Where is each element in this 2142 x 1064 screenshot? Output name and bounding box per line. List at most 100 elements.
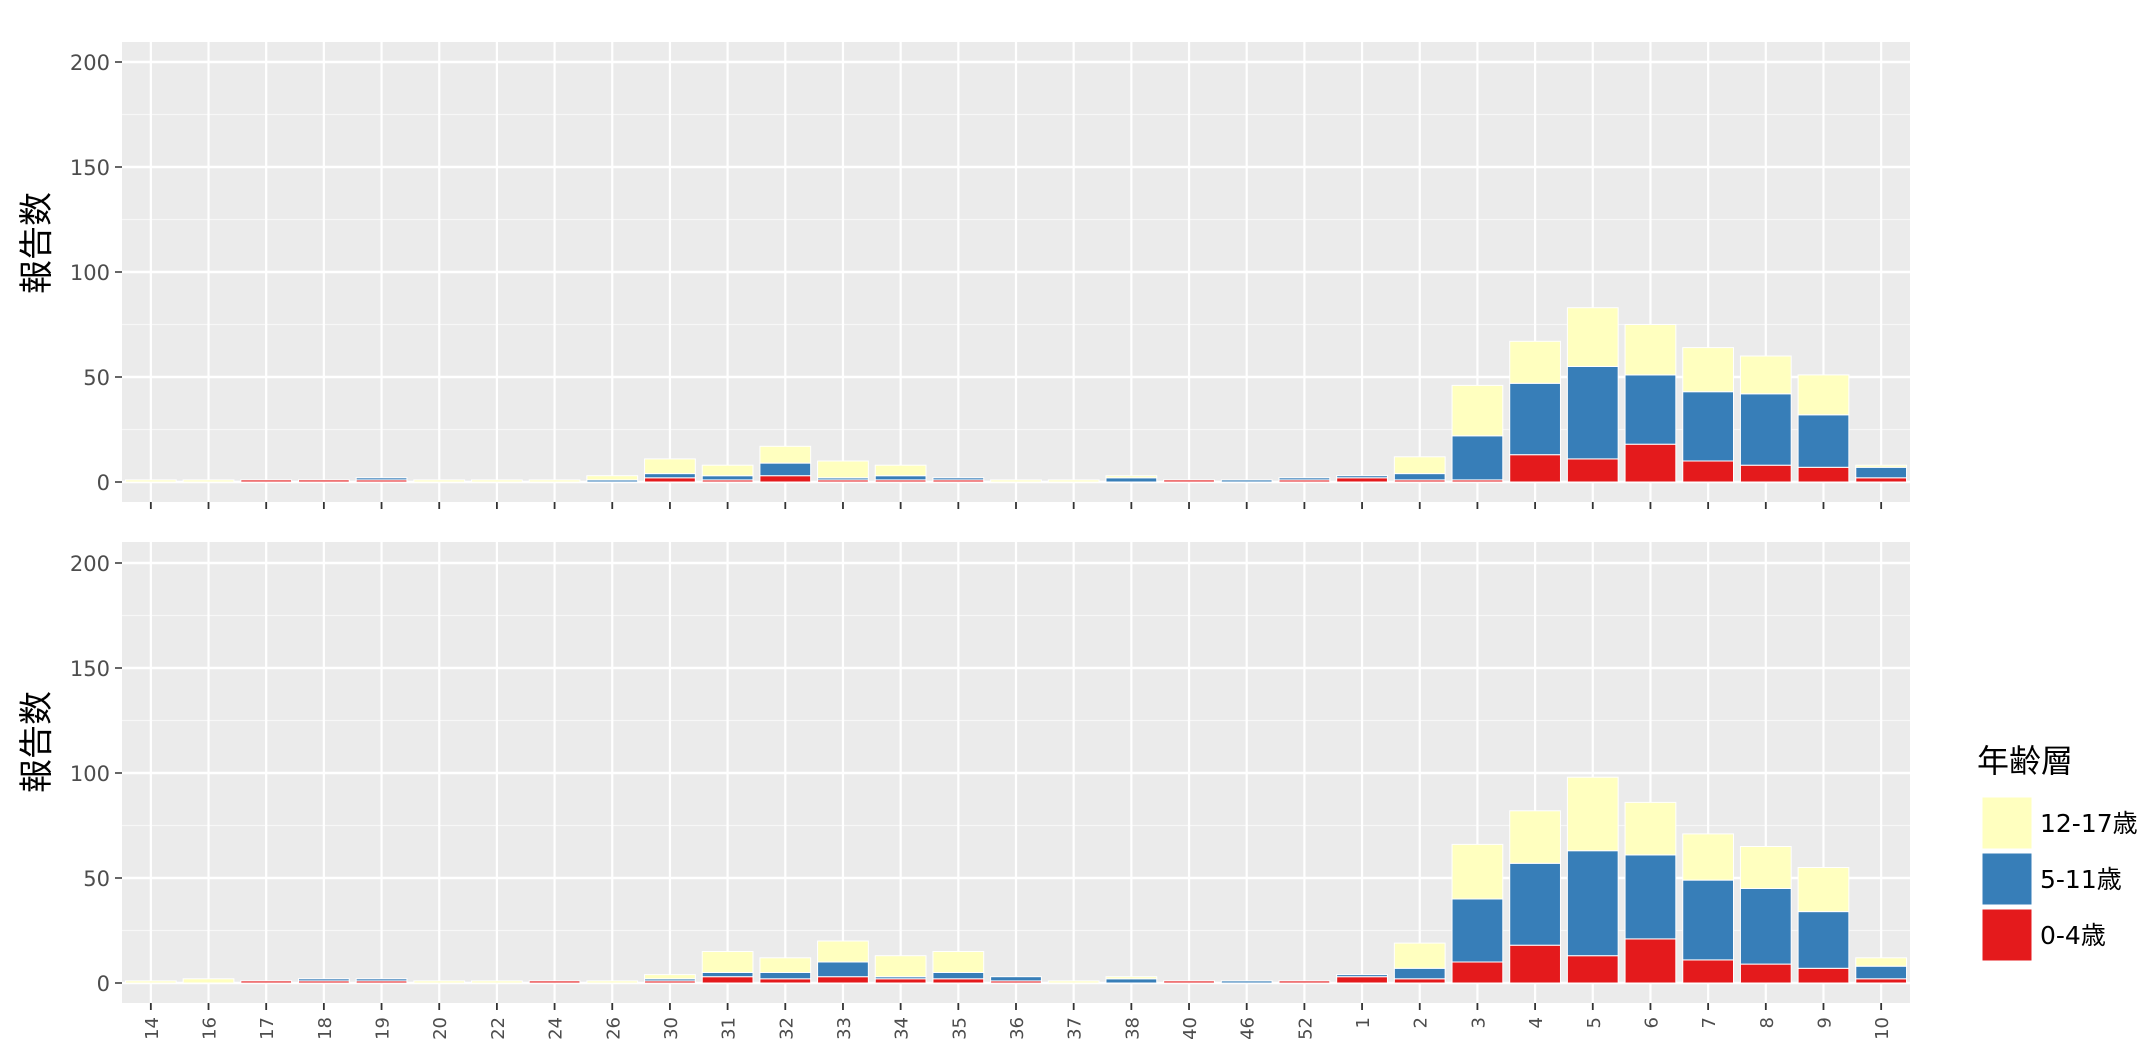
x-tick-label: 30 xyxy=(661,1017,682,1040)
y-axis-label-top: 報告数 xyxy=(17,192,57,294)
x-tick-label: 6 xyxy=(1641,1017,1662,1028)
bar-segment xyxy=(1047,980,1100,984)
bar-segment xyxy=(1566,776,1619,852)
bar-segment xyxy=(701,475,754,481)
y-tick-label: 0 xyxy=(97,972,110,996)
bar-segment xyxy=(1393,978,1446,984)
bar-segment xyxy=(1624,374,1677,445)
bar-segment xyxy=(1393,967,1446,980)
x-tick-label: 2 xyxy=(1411,1017,1432,1028)
bar-segment xyxy=(1220,479,1273,483)
bar-segment xyxy=(1855,477,1908,483)
bar-segment xyxy=(124,479,177,483)
bar-segment xyxy=(1509,382,1561,456)
legend-key xyxy=(1981,796,2033,850)
y-tick-label: 100 xyxy=(70,261,110,285)
bar-segment xyxy=(1105,475,1158,479)
bar-segment xyxy=(932,951,985,973)
y-tick-label: 50 xyxy=(83,366,110,390)
bar-segment xyxy=(1451,898,1504,963)
bar-segment xyxy=(1509,810,1561,864)
bar-segment xyxy=(1336,974,1388,978)
bar-segment xyxy=(1451,384,1504,437)
bar-segment xyxy=(413,479,466,483)
bar-segment xyxy=(1566,458,1619,483)
bar-segment xyxy=(1624,854,1677,940)
bar-segment xyxy=(759,462,812,477)
bar-segment xyxy=(759,475,812,483)
bar-segment xyxy=(932,972,985,980)
bar-segment xyxy=(1624,938,1677,984)
bar-segment xyxy=(1797,967,1850,984)
bar-segment xyxy=(817,976,869,984)
x-tick-label: 38 xyxy=(1122,1017,1143,1040)
legend-label: 0-4歳 xyxy=(2040,921,2106,950)
y-tick-label: 200 xyxy=(70,552,110,576)
legend-key xyxy=(1981,908,2033,962)
bar-segment xyxy=(932,978,985,984)
bar-segment xyxy=(644,974,696,980)
bar-segment xyxy=(874,475,927,481)
bar-segment xyxy=(124,980,177,984)
bar-segment xyxy=(413,980,466,984)
bar-segment xyxy=(240,980,293,984)
bar-segment xyxy=(1739,355,1792,395)
bar-segment xyxy=(1451,843,1504,900)
bar-segment xyxy=(1220,980,1273,984)
bar-segment xyxy=(471,980,523,984)
bar-segment xyxy=(471,479,523,483)
bar-segment xyxy=(1682,959,1735,984)
bar-segment xyxy=(1855,464,1908,468)
bar-segment xyxy=(1566,955,1619,984)
x-tick-label: 26 xyxy=(603,1017,624,1040)
bar-segment xyxy=(1682,391,1735,462)
bar-segment xyxy=(182,479,235,483)
bar-segment xyxy=(1739,846,1792,889)
x-tick-label: 40 xyxy=(1180,1017,1201,1040)
x-tick-label: 4 xyxy=(1526,1017,1547,1028)
bar-segment xyxy=(1739,963,1792,984)
x-tick-label: 46 xyxy=(1238,1017,1259,1040)
x-tick-label: 14 xyxy=(142,1017,163,1040)
bar-segment xyxy=(586,980,639,984)
bar-segment xyxy=(1509,340,1561,384)
bar-segment xyxy=(1393,456,1446,475)
bar-segment xyxy=(990,976,1042,982)
bar-segment xyxy=(874,955,927,978)
bar-segment xyxy=(1739,464,1792,483)
bar-segment xyxy=(586,475,639,481)
bar-segment xyxy=(355,978,408,982)
x-tick-label: 9 xyxy=(1814,1017,1835,1028)
bar-segment xyxy=(1855,466,1908,479)
bar-segment xyxy=(759,972,812,980)
legend-label: 12-17歳 xyxy=(2040,809,2138,838)
legend-label: 5-11歳 xyxy=(2040,865,2122,894)
x-tick-label: 34 xyxy=(892,1017,913,1040)
bar-segment xyxy=(701,464,754,477)
bar-segment xyxy=(1797,867,1850,913)
bar-segment xyxy=(1797,911,1850,969)
bar-segment xyxy=(1682,879,1735,961)
x-tick-label: 7 xyxy=(1699,1017,1720,1028)
bar-segment xyxy=(1336,976,1388,984)
bar-segment xyxy=(355,477,408,481)
bar-segment xyxy=(1739,888,1792,965)
bar-segment xyxy=(1336,475,1388,479)
bar-segment xyxy=(1105,978,1158,984)
bar-segment xyxy=(1509,454,1561,483)
x-tick-label: 35 xyxy=(949,1017,970,1040)
bar-segment xyxy=(874,978,927,984)
bar-segment xyxy=(874,464,927,477)
bar-segment xyxy=(1566,307,1619,368)
bar-segment xyxy=(1105,976,1158,980)
bar-segment xyxy=(1278,477,1331,481)
bar-segment xyxy=(1855,965,1908,980)
bar-segment xyxy=(1797,374,1850,416)
bar-segment xyxy=(182,978,235,984)
bar-segment xyxy=(1624,324,1677,376)
bar-segment xyxy=(297,978,350,982)
y-tick-label: 150 xyxy=(70,657,110,681)
panel-top: 0 50 100 150 200 xyxy=(70,42,1910,509)
bar-segment xyxy=(528,479,581,483)
